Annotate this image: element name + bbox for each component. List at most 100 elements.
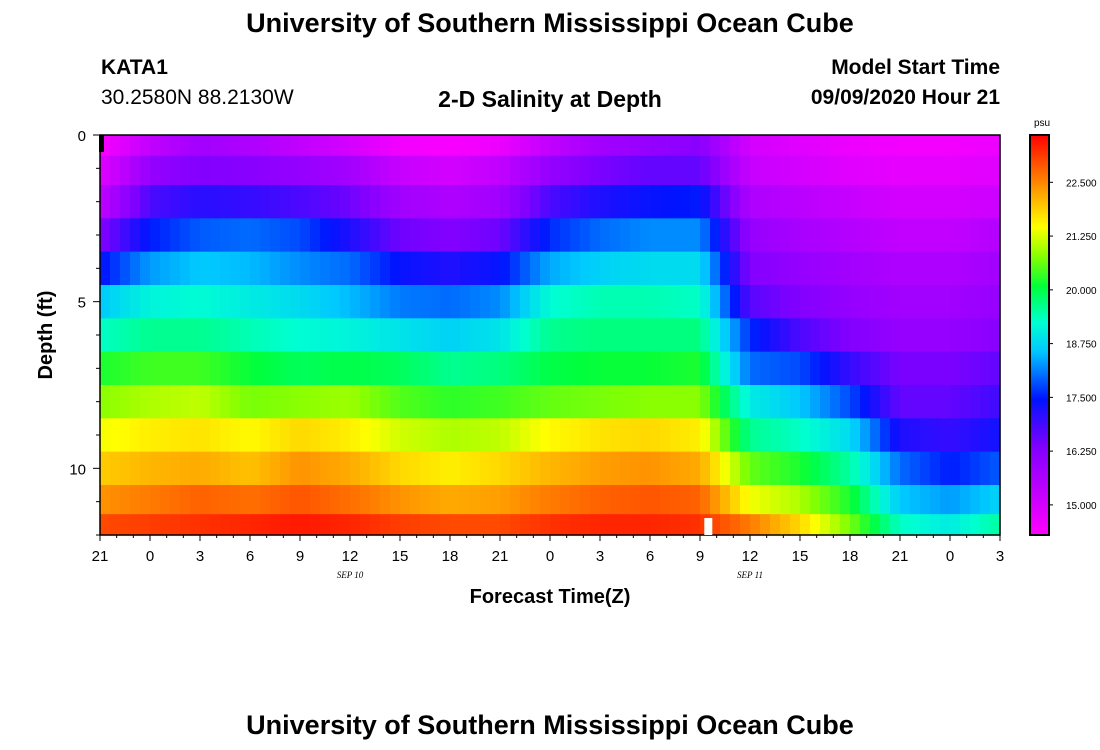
heatmap-cell [370, 318, 381, 353]
heatmap-cell [750, 218, 761, 253]
heatmap-cell [840, 385, 851, 419]
heatmap-cell [590, 451, 601, 486]
heatmap-cell [880, 351, 891, 386]
heatmap-cell [630, 485, 641, 515]
heatmap-cell [820, 485, 831, 515]
heatmap-cell [910, 385, 921, 419]
heatmap-cell [260, 485, 271, 515]
heatmap-cell [830, 418, 841, 453]
heatmap-cell [470, 351, 481, 386]
heatmap-cell [810, 185, 821, 219]
heatmap-cell [620, 514, 631, 536]
heatmap-cell [960, 218, 971, 253]
colorbar-tick-label: 20.000 [1066, 286, 1097, 297]
heatmap-cell [950, 251, 961, 286]
heatmap-cell [830, 251, 841, 286]
heatmap-cell [420, 351, 431, 386]
heatmap-cell [640, 318, 651, 353]
colorbar-tick-label: 21.250 [1066, 232, 1097, 243]
heatmap-cell [140, 318, 151, 353]
heatmap-cell [450, 218, 461, 253]
heatmap-cell [680, 514, 691, 536]
heatmap-cell [320, 318, 331, 353]
heatmap-cell [770, 185, 781, 219]
heatmap-cell [510, 418, 521, 453]
heatmap-cell [500, 514, 511, 536]
heatmap-cell [920, 218, 931, 253]
heatmap-cell [270, 451, 281, 486]
heatmap-cell [960, 451, 971, 486]
heatmap-cell [250, 418, 261, 453]
heatmap-cell [710, 135, 721, 157]
x-tick-label: 3 [196, 548, 204, 565]
heatmap-cell [720, 318, 731, 353]
heatmap-cell [610, 385, 621, 419]
heatmap-cell [650, 485, 661, 515]
heatmap-cell [900, 385, 911, 419]
heatmap-cell [830, 385, 841, 419]
heatmap-cell [390, 251, 401, 286]
heatmap-cell [500, 185, 511, 219]
heatmap-cell [910, 251, 921, 286]
heatmap-cell [290, 285, 301, 319]
heatmap-cell [570, 218, 581, 253]
heatmap-cell [240, 318, 251, 353]
heatmap-cell [830, 155, 841, 186]
heatmap-cell [860, 318, 871, 353]
heatmap-cell [520, 251, 531, 286]
heatmap-cell [870, 285, 881, 319]
heatmap-cell [760, 318, 771, 353]
heatmap-cell [430, 285, 441, 319]
heatmap-cell [220, 418, 231, 453]
heatmap-cell [630, 251, 641, 286]
heatmap-cell [150, 485, 161, 515]
heatmap-cell [570, 135, 581, 157]
heatmap-cell [870, 135, 881, 157]
heatmap-cell [440, 218, 451, 253]
heatmap-cell [970, 251, 981, 286]
heatmap-cell [580, 251, 591, 286]
heatmap-cell [170, 485, 181, 515]
heatmap-cell [320, 351, 331, 386]
heatmap-cell [220, 351, 231, 386]
heatmap-cell [800, 185, 811, 219]
heatmap-cell [670, 185, 681, 219]
heatmap-cell [890, 135, 901, 157]
heatmap-cell [510, 385, 521, 419]
heatmap-cell [520, 514, 531, 536]
heatmap-cell [460, 418, 471, 453]
heatmap-cell [570, 251, 581, 286]
heatmap-cell [680, 318, 691, 353]
heatmap-cell [180, 318, 191, 353]
heatmap-cell [810, 351, 821, 386]
heatmap-cell [570, 318, 581, 353]
heatmap-cell [900, 451, 911, 486]
heatmap-cell [210, 155, 221, 186]
heatmap-cell [790, 155, 801, 186]
heatmap-cell [790, 185, 801, 219]
heatmap-cell [570, 285, 581, 319]
heatmap-cell [890, 185, 901, 219]
heatmap-cell [690, 385, 701, 419]
heatmap-cell [100, 135, 111, 157]
heatmap-cell [810, 251, 821, 286]
heatmap-cell [620, 155, 631, 186]
heatmap-cell [760, 451, 771, 486]
heatmap-cell [420, 514, 431, 536]
heatmap-cell [860, 185, 871, 219]
heatmap-cell [300, 514, 311, 536]
heatmap-cell [320, 418, 331, 453]
heatmap-cell [440, 351, 451, 386]
heatmap-cell [100, 451, 111, 486]
heatmap-cell [840, 514, 851, 536]
heatmap-cell [160, 351, 171, 386]
heatmap-cell [550, 485, 561, 515]
heatmap-cell [980, 418, 991, 453]
heatmap-cell [690, 218, 701, 253]
heatmap-cell [690, 351, 701, 386]
heatmap-cell [510, 318, 521, 353]
heatmap-cell [790, 351, 801, 386]
heatmap-cell [170, 351, 181, 386]
heatmap-cell [960, 185, 971, 219]
heatmap-cell [390, 135, 401, 157]
